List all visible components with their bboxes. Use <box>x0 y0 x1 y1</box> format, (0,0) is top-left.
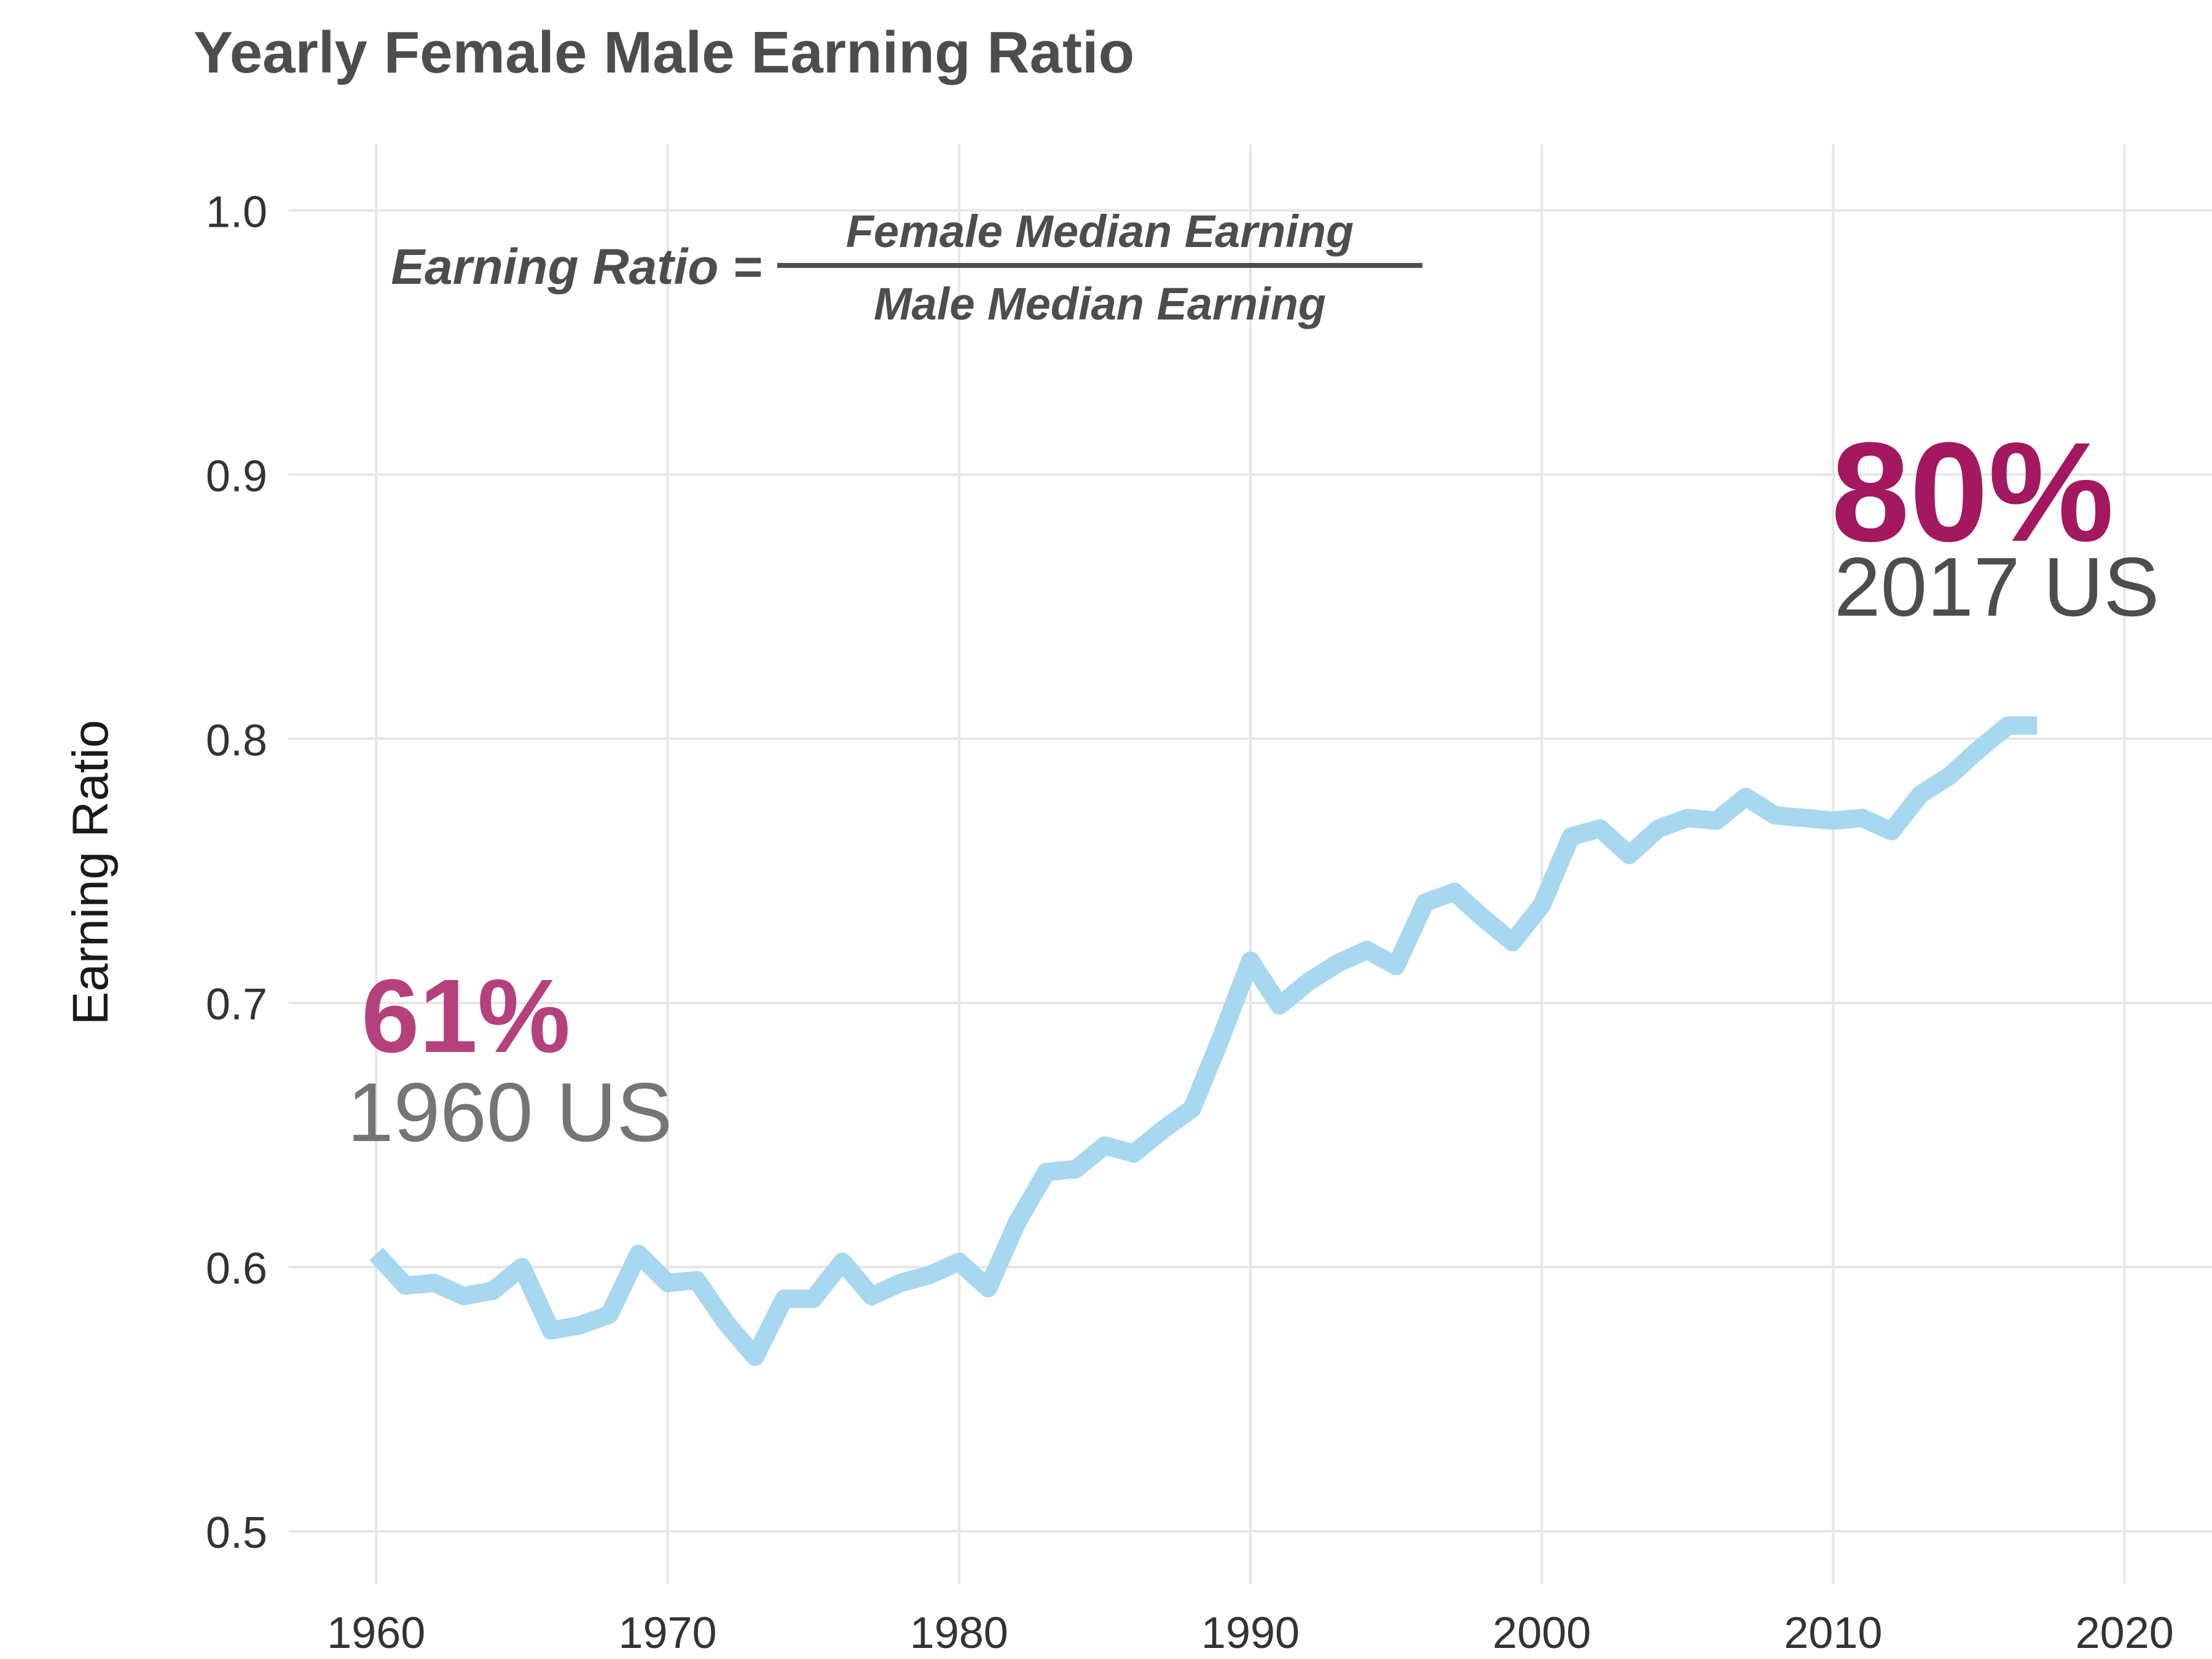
data-point <box>1716 820 1717 821</box>
y-axis-ticks: 0.5 0.6 0.7 0.8 0.9 1.0 <box>206 187 267 1558</box>
data-point <box>1279 1005 1280 1006</box>
data-point <box>667 1282 668 1283</box>
y-tick-label: 1.0 <box>206 187 267 237</box>
data-point <box>1221 1037 1222 1038</box>
x-tick-label: 1970 <box>618 1609 716 1658</box>
chart-title: Yearly Female Male Earning Ratio <box>194 20 1134 85</box>
data-point <box>492 1290 493 1291</box>
formula-numerator: Female Median Earning <box>846 206 1354 257</box>
data-point <box>405 1285 406 1286</box>
y-axis-label: Earning Ratio <box>63 720 119 1026</box>
data-point <box>609 1314 610 1315</box>
data-point <box>696 1280 697 1281</box>
data-point <box>2008 725 2009 726</box>
x-tick-label: 1990 <box>1201 1609 1300 1658</box>
y-tick-label: 0.7 <box>206 980 267 1029</box>
y-tick-label: 0.6 <box>206 1244 267 1293</box>
data-point <box>1600 828 1601 829</box>
formula-denominator: Male Median Earning <box>874 278 1326 329</box>
data-point <box>900 1282 901 1283</box>
data-point <box>1425 902 1426 903</box>
x-tick-label: 1980 <box>910 1609 1008 1658</box>
end-year-label: 2017 US <box>1834 540 2159 633</box>
end-percentage: 80% <box>1831 413 2114 571</box>
data-point <box>1483 918 1484 919</box>
end-annotation: 80% 2017 US <box>1831 413 2159 633</box>
data-point <box>376 1253 377 1254</box>
data-point <box>784 1298 785 1299</box>
data-point <box>1075 1169 1076 1170</box>
data-point <box>842 1261 843 1262</box>
data-point <box>434 1282 435 1283</box>
formula-lhs: Earning Ratio = <box>391 239 762 295</box>
data-point <box>1104 1145 1105 1146</box>
data-point <box>1192 1108 1193 1109</box>
formula-annotation: Earning Ratio = Female Median Earning Ma… <box>391 206 1422 329</box>
data-point <box>1250 960 1251 961</box>
data-point <box>1833 820 1834 821</box>
x-tick-label: 2020 <box>2076 1609 2174 1658</box>
data-point <box>1512 942 1513 943</box>
data-point <box>638 1253 639 1254</box>
data-point <box>813 1298 814 1299</box>
gridlines <box>289 144 2212 1584</box>
y-tick-label: 0.9 <box>206 452 267 501</box>
x-axis-ticks: 1960 1970 1980 1990 2000 2010 2020 <box>327 1609 2174 1658</box>
start-percentage: 61% <box>361 958 570 1075</box>
x-tick-label: 2010 <box>1784 1609 1882 1658</box>
data-point <box>1396 966 1397 967</box>
y-tick-label: 0.8 <box>206 716 267 765</box>
start-year-label: 1960 US <box>347 1065 672 1159</box>
data-point <box>1308 981 1309 982</box>
start-annotation: 61% 1960 US <box>347 958 672 1159</box>
x-tick-label: 1960 <box>327 1609 425 1658</box>
data-point <box>1017 1222 1018 1223</box>
x-tick-label: 2000 <box>1492 1609 1591 1658</box>
series-line <box>369 716 2037 1367</box>
y-tick-label: 0.5 <box>206 1508 267 1558</box>
